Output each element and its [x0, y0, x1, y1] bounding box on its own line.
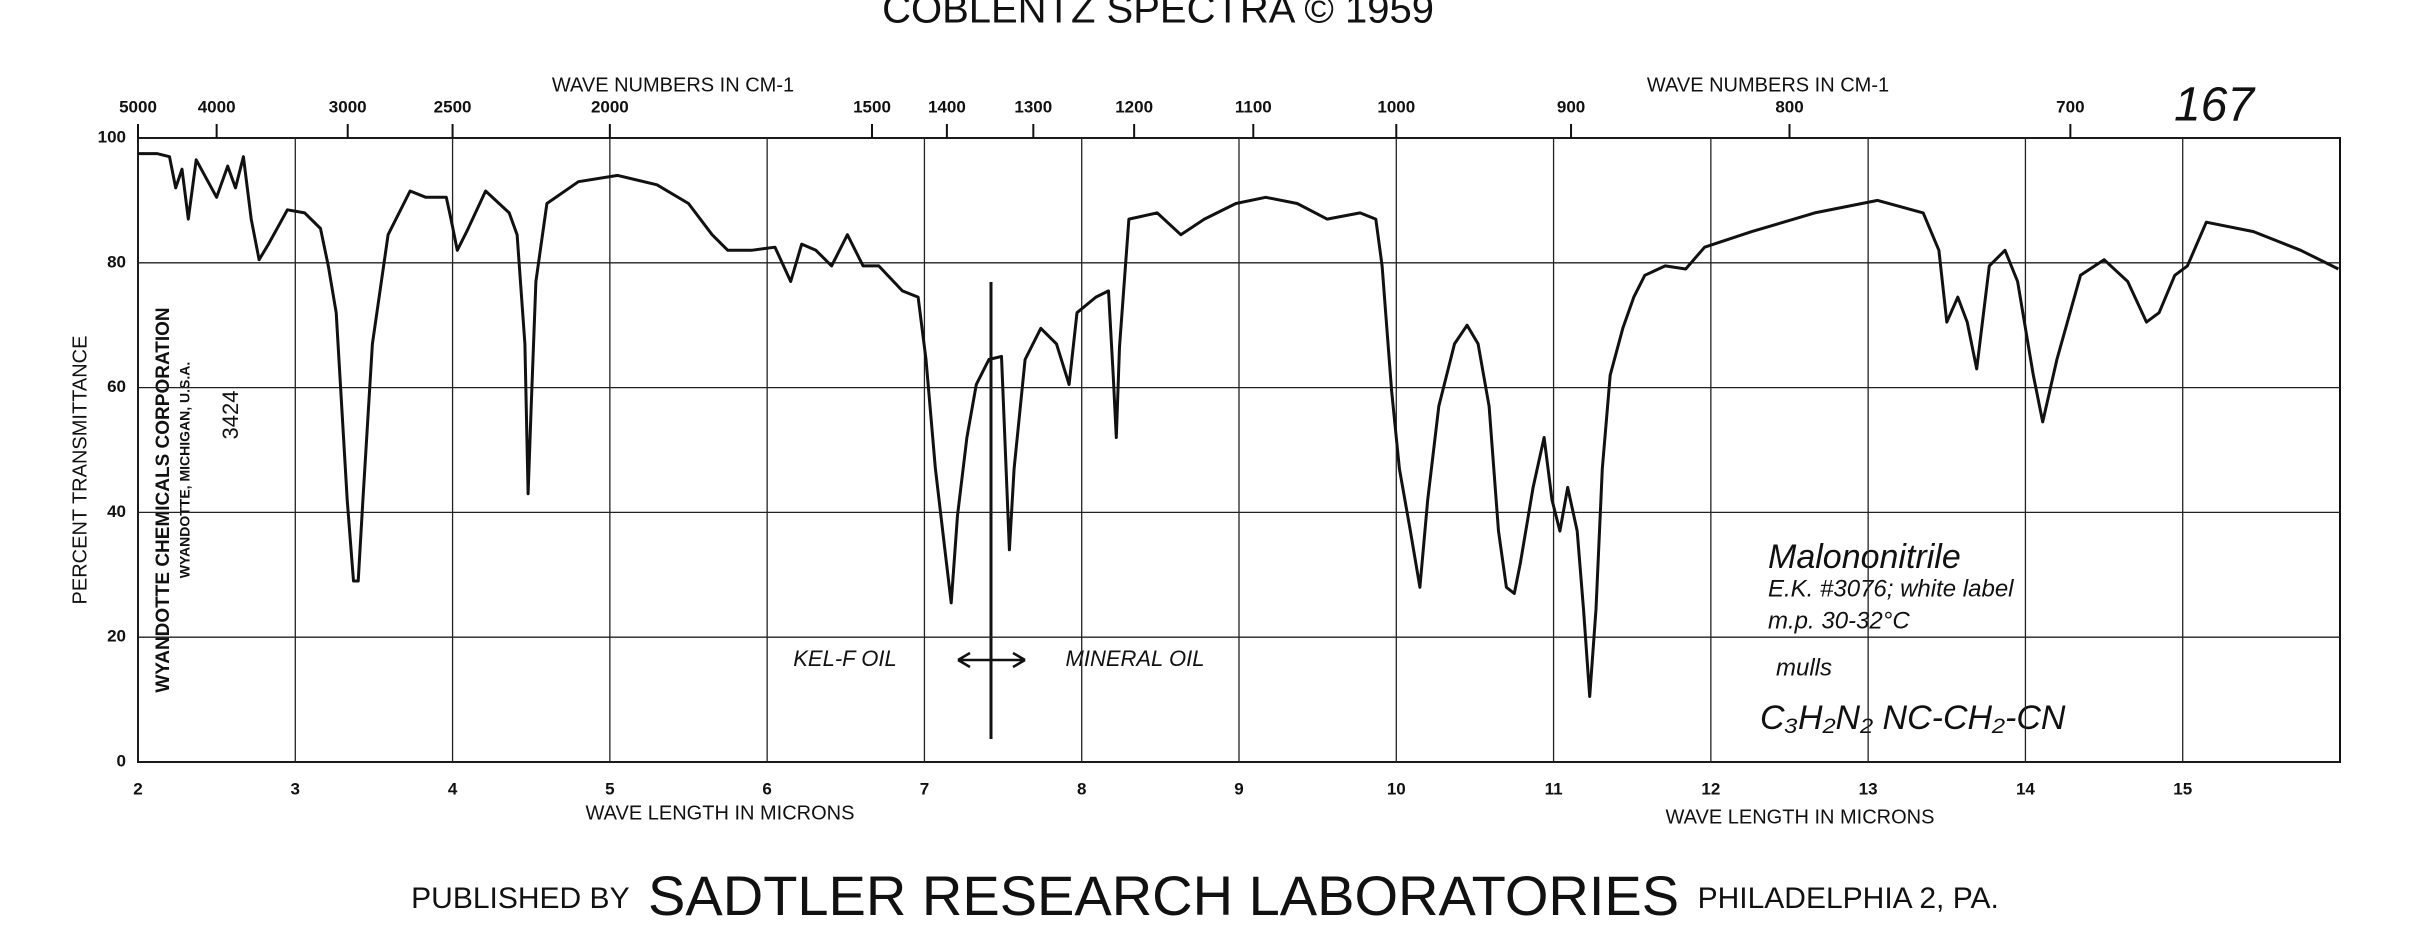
annotation: WYANDOTTE CHEMICALS CORPORATION [153, 307, 174, 692]
x-tick-label: 5 [605, 779, 614, 798]
x2-axis-label: WAVE NUMBERS IN CM-1 [1647, 74, 1889, 96]
x-tick-label: 12 [1701, 779, 1720, 798]
x-tick-label: 6 [762, 779, 771, 798]
y-tick-label: 40 [107, 502, 126, 521]
footer: PUBLISHED BY SADTLER RESEARCH LABORATORI… [411, 864, 1999, 927]
x2-tick-label: 900 [1557, 97, 1585, 116]
x-tick-label: 3 [291, 779, 300, 798]
y-tick-label: 100 [98, 127, 126, 146]
chart-title: COBLENTZ SPECTRA © 1959 [882, 0, 1434, 32]
x-tick-label: 7 [920, 779, 929, 798]
x-tick-label: 2 [133, 779, 142, 798]
footer-center: SADTLER RESEARCH LABORATORIES [648, 864, 1679, 927]
annotation: C₃H₂N₂ NC-CH₂-CN [1760, 699, 2066, 737]
x-tick-label: 11 [1545, 779, 1563, 798]
x2-tick-label: 1100 [1235, 97, 1272, 116]
y-axis-label: PERCENT TRANSMITTANCE [69, 336, 91, 605]
y-tick-label: 20 [107, 627, 126, 646]
x2-tick-label: 1300 [1014, 97, 1052, 116]
annotation: 3424 [218, 391, 243, 440]
arrow [957, 651, 1026, 669]
x2-tick-label: 2000 [591, 97, 629, 116]
annotation: 167 [2174, 79, 2256, 132]
x-tick-label: 4 [448, 779, 458, 798]
x2-tick-label: 4000 [198, 97, 236, 116]
spectrum-line [138, 152, 2340, 698]
y-tick-label: 60 [107, 377, 126, 396]
annotation: Malononitrile [1768, 538, 1961, 576]
annotation: mulls [1776, 654, 1832, 681]
y-tick-label: 80 [107, 252, 126, 271]
x-tick-label: 9 [1234, 779, 1243, 798]
footer-left: PUBLISHED BY [411, 882, 629, 915]
annotation: E.K. #3076; white label [1768, 575, 2014, 602]
x2-tick-label: 700 [2056, 97, 2084, 116]
x-axis-label: WAVE LENGTH IN MICRONS [586, 802, 855, 824]
x-tick-label: 13 [1859, 779, 1878, 798]
x2-axis-label: WAVE NUMBERS IN CM-1 [552, 74, 794, 96]
footer-right: PHILADELPHIA 2, PA. [1698, 882, 1999, 915]
x2-tick-label: 3000 [329, 97, 367, 116]
annotation: WYANDOTTE, MICHIGAN, U.S.A. [177, 362, 193, 579]
x-tick-label: 15 [2173, 779, 2192, 798]
annotation: KEL-F OIL [793, 646, 897, 671]
x-tick-label: 14 [2016, 779, 2035, 798]
y-tick-label: 0 [117, 751, 126, 770]
x2-tick-label: 5000 [119, 97, 157, 116]
x2-tick-label: 1200 [1115, 97, 1153, 116]
annotation: m.p. 30-32°C [1768, 607, 1910, 634]
annotation: MINERAL OIL [1066, 646, 1205, 671]
x2-tick-label: 1400 [928, 97, 966, 116]
x2-tick-label: 2500 [434, 97, 472, 116]
x2-tick-label: 1000 [1377, 97, 1415, 116]
x2-tick-label: 1500 [853, 97, 891, 116]
x-tick-label: 8 [1077, 779, 1086, 798]
note-box [1740, 520, 2340, 760]
x2-tick-label: 800 [1775, 97, 1803, 116]
x-tick-label: 10 [1387, 779, 1406, 798]
x-axis-label: WAVE LENGTH IN MICRONS [1666, 806, 1935, 828]
